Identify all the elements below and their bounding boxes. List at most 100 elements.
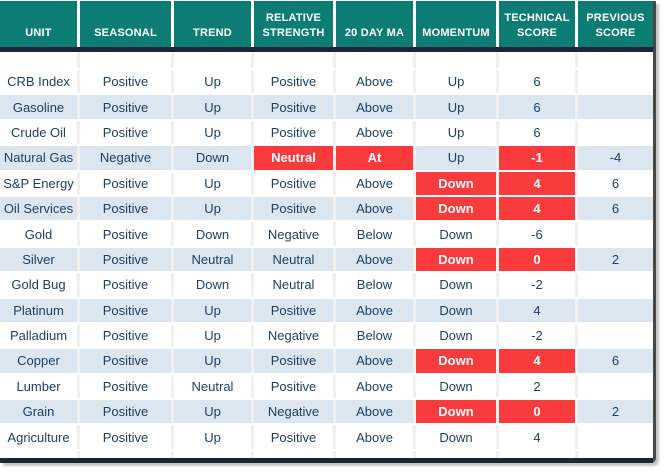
cell-relative-strength[interactable]: Positive <box>254 298 333 322</box>
row-label[interactable]: Silver <box>0 247 77 272</box>
column-header-20-day-ma[interactable]: 20 DAY MA <box>336 1 413 47</box>
cell-trend[interactable]: Up <box>174 171 251 195</box>
column-header-unit[interactable]: UNIT <box>0 1 77 47</box>
cell-20-day-ma[interactable]: Above <box>336 70 413 94</box>
cell-seasonal[interactable]: Positive <box>80 95 171 119</box>
cell-previous-score[interactable]: 6 <box>578 171 653 195</box>
cell-previous-score[interactable] <box>578 120 653 145</box>
row-label[interactable]: Agriculture <box>0 425 77 449</box>
cell-trend[interactable]: Up <box>174 120 251 145</box>
cell-trend[interactable]: Up <box>174 95 251 119</box>
cell-relative-strength[interactable]: Negative <box>254 400 333 424</box>
cell-momentum[interactable]: Down <box>416 298 496 322</box>
cell-relative-strength[interactable]: Negative <box>254 222 333 246</box>
cell-previous-score[interactable]: 2 <box>578 247 653 272</box>
cell-seasonal[interactable]: Positive <box>80 323 171 348</box>
cell-relative-strength[interactable]: Positive <box>254 196 333 221</box>
cell-relative-strength[interactable]: Positive <box>254 374 333 399</box>
cell-seasonal[interactable]: Positive <box>80 273 171 297</box>
cell-momentum[interactable]: Down <box>416 247 496 272</box>
cell-momentum[interactable]: Up <box>416 120 496 145</box>
column-header-seasonal[interactable]: SEASONAL <box>80 1 171 47</box>
cell-seasonal[interactable]: Positive <box>80 70 171 94</box>
column-header-technical-score[interactable]: TECHNICAL SCORE <box>499 1 575 47</box>
cell-previous-score[interactable] <box>578 425 653 449</box>
cell-trend[interactable]: Up <box>174 298 251 322</box>
cell-technical-score[interactable]: 6 <box>499 95 575 119</box>
cell-momentum[interactable]: Down <box>416 400 496 424</box>
cell-trend[interactable]: Up <box>174 349 251 373</box>
cell-trend[interactable]: Up <box>174 196 251 221</box>
cell-technical-score[interactable]: 0 <box>499 247 575 272</box>
cell-momentum[interactable]: Down <box>416 374 496 399</box>
row-label[interactable]: Copper <box>0 349 77 373</box>
cell-20-day-ma[interactable]: Above <box>336 349 413 373</box>
cell-20-day-ma[interactable]: Above <box>336 425 413 449</box>
row-label[interactable]: Natural Gas <box>0 146 77 170</box>
cell-previous-score[interactable] <box>578 323 653 348</box>
cell-trend[interactable]: Up <box>174 400 251 424</box>
row-label[interactable]: Gold <box>0 222 77 246</box>
cell-20-day-ma[interactable]: At <box>336 146 413 170</box>
cell-20-day-ma[interactable]: Above <box>336 95 413 119</box>
cell-technical-score[interactable]: -2 <box>499 273 575 297</box>
cell-technical-score[interactable]: 4 <box>499 349 575 373</box>
cell-20-day-ma[interactable]: Above <box>336 120 413 145</box>
cell-20-day-ma[interactable]: Below <box>336 273 413 297</box>
cell-trend[interactable]: Up <box>174 323 251 348</box>
cell-seasonal[interactable]: Positive <box>80 298 171 322</box>
cell-relative-strength[interactable]: Positive <box>254 425 333 449</box>
cell-momentum[interactable]: Down <box>416 323 496 348</box>
cell-relative-strength[interactable]: Neutral <box>254 273 333 297</box>
cell-previous-score[interactable]: -4 <box>578 146 653 170</box>
cell-technical-score[interactable]: 4 <box>499 196 575 221</box>
cell-seasonal[interactable]: Positive <box>80 222 171 246</box>
cell-20-day-ma[interactable]: Below <box>336 222 413 246</box>
cell-previous-score[interactable] <box>578 222 653 246</box>
cell-technical-score[interactable]: -6 <box>499 222 575 246</box>
cell-technical-score[interactable]: 4 <box>499 171 575 195</box>
row-label[interactable]: Gold Bug <box>0 273 77 297</box>
row-label[interactable]: Grain <box>0 400 77 424</box>
cell-technical-score[interactable]: -2 <box>499 323 575 348</box>
cell-seasonal[interactable]: Positive <box>80 374 171 399</box>
cell-momentum[interactable]: Down <box>416 349 496 373</box>
cell-seasonal[interactable]: Negative <box>80 146 171 170</box>
cell-technical-score[interactable]: 6 <box>499 70 575 94</box>
cell-relative-strength[interactable]: Positive <box>254 349 333 373</box>
column-header-relative-strength[interactable]: RELATIVE STRENGTH <box>254 1 333 47</box>
row-label[interactable]: S&P Energy <box>0 171 77 195</box>
cell-previous-score[interactable] <box>578 273 653 297</box>
column-header-trend[interactable]: TREND <box>174 1 251 47</box>
column-header-momentum[interactable]: MOMENTUM <box>416 1 496 47</box>
cell-20-day-ma[interactable]: Above <box>336 247 413 272</box>
cell-technical-score[interactable]: 6 <box>499 120 575 145</box>
cell-momentum[interactable]: Up <box>416 146 496 170</box>
cell-trend[interactable]: Down <box>174 146 251 170</box>
cell-relative-strength[interactable]: Positive <box>254 95 333 119</box>
cell-seasonal[interactable]: Positive <box>80 247 171 272</box>
cell-momentum[interactable]: Down <box>416 171 496 195</box>
cell-technical-score[interactable]: 0 <box>499 400 575 424</box>
cell-relative-strength[interactable]: Negative <box>254 323 333 348</box>
row-label[interactable]: Crude Oil <box>0 120 77 145</box>
cell-technical-score[interactable]: 4 <box>499 298 575 322</box>
cell-previous-score[interactable] <box>578 70 653 94</box>
cell-relative-strength[interactable]: Positive <box>254 70 333 94</box>
cell-technical-score[interactable]: -1 <box>499 146 575 170</box>
cell-momentum[interactable]: Up <box>416 70 496 94</box>
cell-relative-strength[interactable]: Positive <box>254 171 333 195</box>
cell-seasonal[interactable]: Positive <box>80 349 171 373</box>
cell-20-day-ma[interactable]: Above <box>336 298 413 322</box>
cell-momentum[interactable]: Down <box>416 425 496 449</box>
cell-trend[interactable]: Neutral <box>174 374 251 399</box>
cell-trend[interactable]: Down <box>174 273 251 297</box>
cell-previous-score[interactable] <box>578 95 653 119</box>
cell-previous-score[interactable] <box>578 298 653 322</box>
cell-20-day-ma[interactable]: Above <box>336 171 413 195</box>
row-label[interactable]: Oil Services <box>0 196 77 221</box>
cell-relative-strength[interactable]: Neutral <box>254 247 333 272</box>
cell-20-day-ma[interactable]: Above <box>336 374 413 399</box>
cell-previous-score[interactable]: 2 <box>578 400 653 424</box>
cell-momentum[interactable]: Down <box>416 196 496 221</box>
